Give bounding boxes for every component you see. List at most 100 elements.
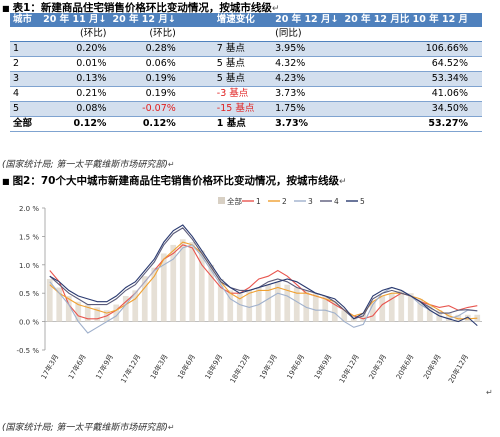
bar-all <box>246 290 253 322</box>
header-change: 增速变化 <box>178 13 273 27</box>
paragraph-mark-icon: ↵ <box>338 177 347 187</box>
cell-nov: 0.01% <box>40 56 110 72</box>
series-line-4 <box>49 227 478 320</box>
legend-label: 3 <box>308 197 313 206</box>
cell-change: 1 基点 <box>178 116 273 132</box>
paragraph-mark-icon: ↵ <box>167 160 175 169</box>
square-bullet-icon: ■ <box>2 4 10 13</box>
x-tick-label: 20年9月 <box>421 353 442 381</box>
bar-all <box>189 242 196 322</box>
bar-all <box>160 253 167 322</box>
table-row: 2 0.01% 0.06% 5 基点 4.32% 64.52% <box>10 56 482 72</box>
x-tick-label: 17年9月 <box>94 353 115 381</box>
cell-nov: 0.13% <box>40 71 110 87</box>
cell-yoy: 3.73% <box>272 86 342 102</box>
cell-dec: 0.28% <box>109 41 179 57</box>
table-row-total: 全部 0.12% 0.12% 1 基点 3.73% 53.27% <box>10 116 482 132</box>
chart-source: (国家统计局; 第一太平戴维斯市场研究部)↵ <box>2 420 175 433</box>
table-row: 3 0.13% 0.19% 5 基点 4.23% 53.34% <box>10 71 482 87</box>
bar-all <box>398 290 405 322</box>
series-line-5 <box>49 224 478 327</box>
table-row: 5 0.08% -0.07% -15 基点 1.75% 34.50% <box>10 101 482 117</box>
y-tick-label: 2.0 % <box>19 205 39 213</box>
cell-dec: 0.12% <box>109 116 179 132</box>
bar-all <box>56 287 63 322</box>
cell-yoy: 1.75% <box>272 101 342 117</box>
bar-all <box>341 310 348 322</box>
x-tick-label: 19年9月 <box>312 353 333 381</box>
cell-change: 7 基点 <box>178 41 273 57</box>
table-caption-text: 表1：新建商品住宅销售价格环比变动情况，按城市线级 <box>12 2 272 14</box>
cell-yoy: 3.95% <box>272 41 342 57</box>
y-tick-label: 0.5 % <box>19 290 39 298</box>
header-city: 城市 <box>10 13 41 27</box>
table-subheader-row: (环比) (环比) (同比) <box>10 27 482 42</box>
bar-all <box>417 298 424 322</box>
legend-label: 全部 <box>227 196 242 206</box>
x-tick-label: 19年12月 <box>337 353 361 385</box>
cell-city: 1 <box>10 41 41 57</box>
paragraph-mark-icon: ↵ <box>486 388 493 397</box>
cell-change: 5 基点 <box>178 71 273 87</box>
bar-all <box>65 296 72 322</box>
chart-caption: ■ 图2：70个大中城市新建商品住宅销售价格环比变动情况，按城市线级↵ <box>2 173 347 188</box>
cell-nov: 0.12% <box>40 116 110 132</box>
y-tick-label: 1.0 % <box>19 262 39 270</box>
bar-all <box>132 290 139 322</box>
cell-city: 4 <box>10 86 41 102</box>
cell-change: 5 基点 <box>178 56 273 72</box>
x-tick-label: 18年12月 <box>228 353 252 385</box>
cell-city: 3 <box>10 71 41 87</box>
bar-all <box>84 304 91 322</box>
bar-all <box>369 301 376 322</box>
bar-all <box>445 313 452 322</box>
bar-all <box>331 301 338 322</box>
bar-all <box>122 296 129 322</box>
x-tick-label: 18年9月 <box>203 353 224 381</box>
line-chart: 2.0 % 1.5 % 1.0 % 0.5 % 0.0 % -0.5 %17年3月 17年6… <box>16 196 493 397</box>
table-source: (国家统计局; 第一太平戴维斯市场研究部)↵ <box>2 157 175 170</box>
legend-label: 2 <box>282 197 287 206</box>
bar-all <box>464 314 471 322</box>
table-header-row: 城市 20 年 11 月↓ 20 年 12 月↓ 增速变化 20 年 12 月↓… <box>10 13 482 27</box>
chart-source-text: (国家统计局; 第一太平戴维斯市场研究部) <box>2 423 168 433</box>
price-change-table: 城市 20 年 11 月↓ 20 年 12 月↓ 增速变化 20 年 12 月↓… <box>10 13 482 132</box>
subheader-change <box>178 27 273 42</box>
bar-all <box>94 307 101 322</box>
bar-all <box>407 293 414 322</box>
bar-all <box>236 293 243 322</box>
bar-all <box>274 281 281 322</box>
x-tick-label: 17年12月 <box>119 353 143 385</box>
header-dec: 20 年 12 月↓ <box>109 13 179 27</box>
bar-all <box>198 250 205 322</box>
header-dec-yoy: 20 年 12 月↓ <box>272 13 342 27</box>
y-tick-label: 1.5 % <box>19 233 39 241</box>
x-tick-label: 20年12月 <box>446 353 470 385</box>
bar-all <box>303 290 310 322</box>
bar-all <box>379 296 386 322</box>
bar-all <box>113 304 120 322</box>
y-tick-label: 0.0 % <box>19 319 39 327</box>
legend-label: 4 <box>334 197 339 206</box>
header-nov: 20 年 11 月↓ <box>40 13 110 27</box>
cell-dec: 0.19% <box>109 71 179 87</box>
cell-vs-2010: 64.52% <box>341 56 482 72</box>
cell-dec: 0.19% <box>109 86 179 102</box>
x-tick-label: 18年3月 <box>148 353 169 381</box>
subheader-nov: (环比) <box>40 27 110 42</box>
table-row: 4 0.21% 0.19% -3 基点 3.73% 41.06% <box>10 86 482 102</box>
bar-all <box>141 276 148 322</box>
x-tick-label: 17年3月 <box>39 353 60 381</box>
cell-nov: 0.20% <box>40 41 110 57</box>
x-tick-label: 18年6月 <box>175 353 196 381</box>
bar-all <box>217 279 224 322</box>
bar-all <box>426 304 433 322</box>
cell-change: -3 基点 <box>178 86 273 102</box>
bar-all <box>284 284 291 322</box>
paragraph-mark-icon: ↵ <box>167 423 175 432</box>
bar-all <box>322 296 329 322</box>
bar-all <box>293 287 300 322</box>
bar-all <box>179 239 186 322</box>
bar-all <box>227 290 234 322</box>
x-tick-label: 19年6月 <box>285 353 306 381</box>
